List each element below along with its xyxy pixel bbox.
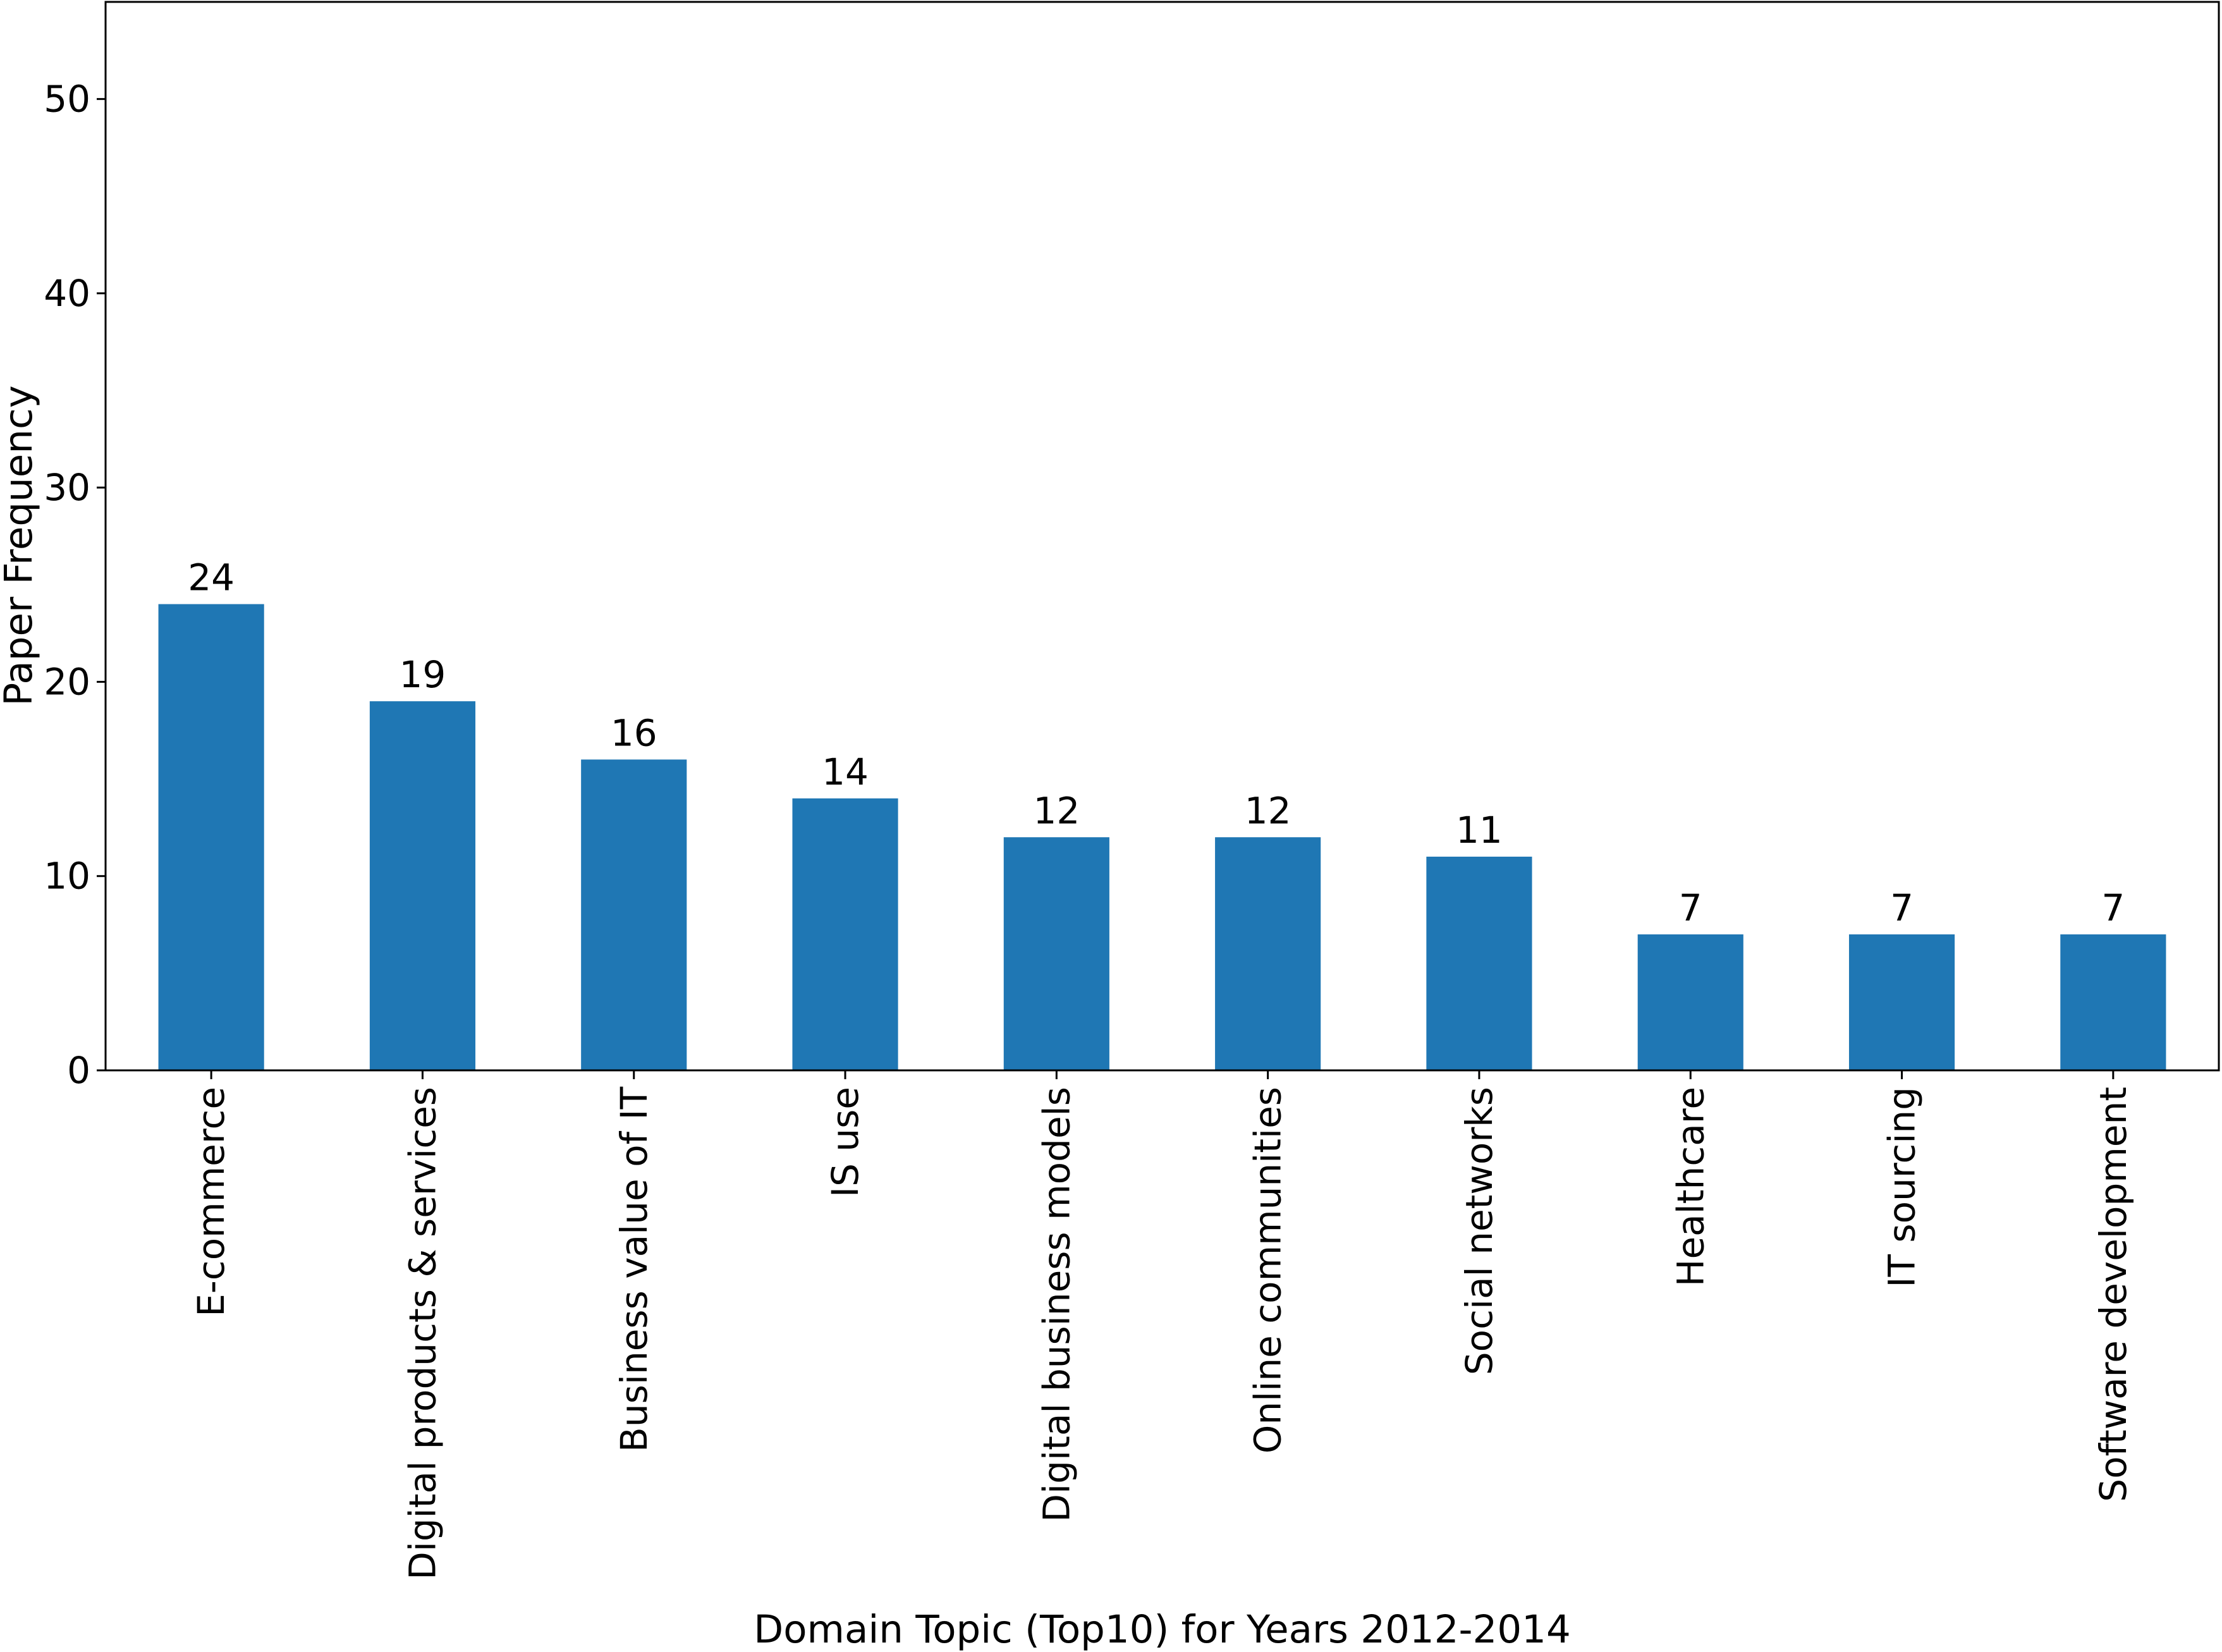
bar-value-label: 19 — [400, 653, 446, 696]
x-axis-title: Domain Topic (Top10) for Years 2012-2014 — [754, 1607, 1571, 1652]
bar-value-label: 14 — [822, 750, 869, 793]
x-tick-label: Software development — [2092, 1087, 2135, 1502]
bar — [1426, 857, 1532, 1070]
x-tick-label: IT sourcing — [1881, 1087, 1924, 1288]
x-tick-label: Social networks — [1458, 1087, 1501, 1375]
y-tick-label: 10 — [44, 855, 90, 898]
bar — [1848, 934, 1955, 1070]
bar — [792, 798, 898, 1070]
x-tick-label: Business value of IT — [613, 1086, 656, 1452]
bar — [581, 759, 687, 1070]
bar — [158, 604, 264, 1070]
x-tick-label: Healthcare — [1669, 1087, 1712, 1287]
x-tick-label: Digital products & services — [401, 1087, 444, 1580]
bar-value-label: 24 — [188, 556, 235, 599]
bar-value-label: 7 — [1679, 886, 1702, 929]
x-tick-label: E-commerce — [190, 1087, 233, 1317]
plot-frame — [104, 1, 2220, 1072]
bar — [1003, 837, 1109, 1070]
y-tick-label: 50 — [44, 78, 90, 121]
bar-value-label: 12 — [1245, 789, 1291, 832]
x-axis-category-labels: E-commerce Digital products & services Bus… — [190, 1086, 2135, 1579]
x-tick-label: Digital business models — [1035, 1087, 1078, 1522]
bar — [2060, 934, 2166, 1070]
bar — [1637, 934, 1743, 1070]
bar — [1215, 837, 1321, 1070]
y-axis-ticks: 0 10 20 30 40 50 — [44, 78, 2115, 1092]
bar-value-label: 7 — [1890, 886, 1914, 929]
bar-value-label: 7 — [2101, 886, 2125, 929]
bar-value-label: 16 — [611, 711, 657, 754]
x-tick-label: IS use — [824, 1087, 867, 1197]
bar — [369, 701, 476, 1070]
x-tick-label: Online communities — [1247, 1087, 1290, 1453]
bar-value-label: 12 — [1033, 789, 1080, 832]
y-axis-title: Paper Frequency — [0, 385, 41, 706]
value-labels: 24 19 16 14 12 12 11 7 7 7 — [188, 556, 2125, 929]
y-tick-label: 20 — [44, 660, 90, 703]
bars-layer — [158, 604, 2166, 1070]
y-tick-label: 30 — [44, 466, 90, 509]
y-tick-label: 40 — [44, 272, 90, 315]
y-tick-label: 0 — [67, 1049, 90, 1092]
bar-value-label: 11 — [1456, 809, 1503, 852]
